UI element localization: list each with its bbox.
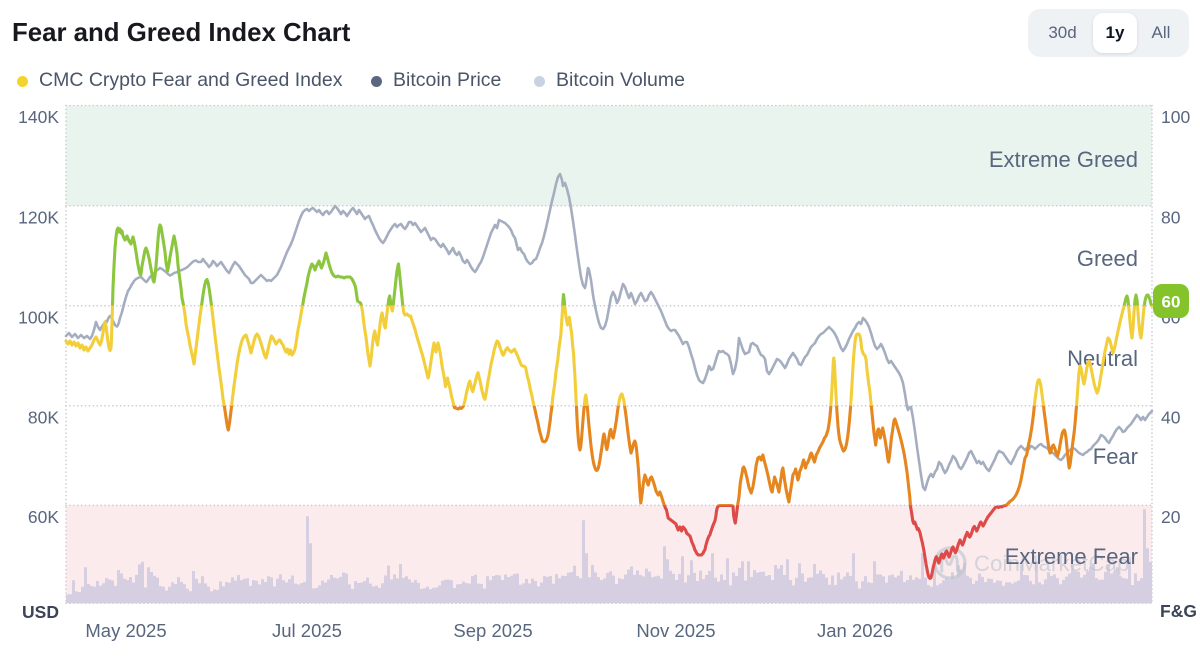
svg-text:80K: 80K [28,407,59,427]
svg-text:60: 60 [1162,293,1181,312]
svg-text:May 2025: May 2025 [85,620,166,641]
svg-text:100K: 100K [18,307,59,327]
svg-text:40: 40 [1161,407,1181,427]
svg-text:Fear: Fear [1093,444,1138,469]
svg-text:F&G: F&G [1160,601,1197,621]
svg-text:Jan 2026: Jan 2026 [817,620,893,641]
svg-text:CoinMarketCap: CoinMarketCap [974,551,1129,576]
svg-text:Extreme Fear: Extreme Fear [1005,544,1138,569]
svg-text:Sep 2025: Sep 2025 [453,620,532,641]
svg-text:80: 80 [1161,207,1181,227]
svg-text:20: 20 [1161,507,1181,527]
svg-text:120K: 120K [18,207,59,227]
svg-text:USD: USD [22,602,59,622]
svg-text:Jul 2025: Jul 2025 [272,620,342,641]
svg-text:Extreme Greed: Extreme Greed [989,147,1138,172]
svg-text:140K: 140K [18,107,59,127]
svg-text:Greed: Greed [1077,246,1138,271]
svg-text:Nov 2025: Nov 2025 [636,620,715,641]
svg-text:100: 100 [1161,107,1190,127]
svg-text:60K: 60K [28,507,59,527]
